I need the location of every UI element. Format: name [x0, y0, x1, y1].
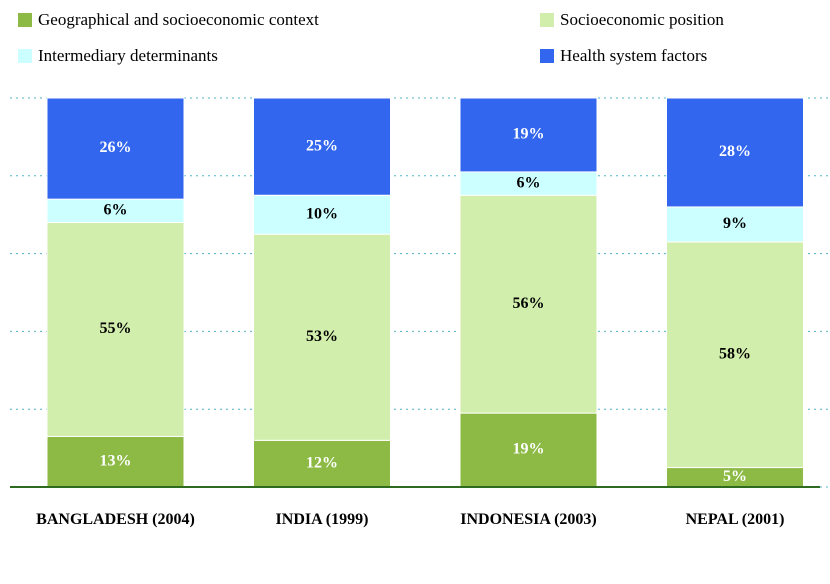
- legend-swatch: [18, 49, 32, 63]
- x-tick-label: INDONESIA (2003): [460, 511, 597, 528]
- bar-segment: [459, 194, 598, 414]
- data-label: 6%: [104, 201, 128, 218]
- data-label: 58%: [719, 345, 751, 362]
- data-label: 56%: [513, 295, 545, 312]
- data-label: 28%: [719, 143, 751, 160]
- legend-label: Geographical and socioeconomic context: [38, 10, 319, 29]
- data-label: 12%: [306, 454, 338, 471]
- bar-segment: [253, 233, 391, 441]
- bar-segment: [459, 412, 598, 488]
- bar-segment: [459, 97, 598, 173]
- bar-segment: [46, 97, 185, 200]
- data-label: 55%: [100, 320, 132, 337]
- x-tick-label: BANGLADESH (2004): [36, 511, 195, 528]
- legend-swatch: [540, 49, 554, 63]
- bar-segment: [666, 241, 804, 469]
- legend-swatch: [540, 13, 554, 27]
- legend-label: Socioeconomic position: [560, 10, 724, 29]
- legend-swatch: [18, 13, 32, 27]
- data-label: 5%: [723, 468, 747, 485]
- data-label: 26%: [100, 139, 132, 156]
- data-label: 19%: [513, 126, 545, 143]
- data-label: 19%: [513, 441, 545, 458]
- data-label: 25%: [306, 137, 338, 154]
- x-tick-label: INDIA (1999): [275, 511, 369, 528]
- data-label: 9%: [723, 215, 747, 232]
- data-label: 13%: [100, 452, 132, 469]
- data-label: 10%: [306, 205, 338, 222]
- legend-label: Health system factors: [560, 46, 707, 65]
- bar-segment: [46, 435, 185, 488]
- data-label: 6%: [517, 174, 541, 191]
- data-label: 53%: [306, 328, 338, 345]
- legend-label: Intermediary determinants: [38, 46, 218, 65]
- bar-segment: [666, 206, 804, 243]
- bar-segment: [253, 97, 391, 196]
- x-tick-label: NEPAL (2001): [685, 511, 785, 528]
- bar-segment: [666, 97, 804, 208]
